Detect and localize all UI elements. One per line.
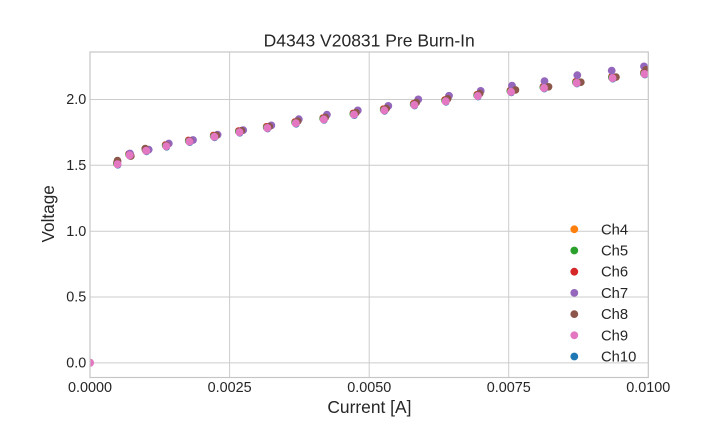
svg-text:D4343 V20831 Pre Burn-In: D4343 V20831 Pre Burn-In bbox=[264, 30, 475, 50]
svg-text:0.0025: 0.0025 bbox=[208, 380, 252, 396]
svg-text:Ch7: Ch7 bbox=[601, 286, 628, 302]
svg-text:Ch9: Ch9 bbox=[601, 328, 628, 344]
svg-text:Current [A]: Current [A] bbox=[327, 397, 411, 417]
svg-text:Ch8: Ch8 bbox=[601, 307, 628, 323]
svg-text:0.0050: 0.0050 bbox=[347, 380, 391, 396]
svg-text:Ch5: Ch5 bbox=[601, 244, 628, 260]
svg-text:0.0000: 0.0000 bbox=[68, 380, 112, 396]
svg-text:2.0: 2.0 bbox=[66, 92, 86, 108]
svg-text:Voltage: Voltage bbox=[38, 185, 58, 242]
svg-text:Ch6: Ch6 bbox=[601, 265, 628, 281]
svg-text:0.0100: 0.0100 bbox=[626, 380, 670, 396]
svg-text:1.0: 1.0 bbox=[66, 224, 86, 240]
svg-text:Ch10: Ch10 bbox=[601, 350, 636, 366]
svg-text:0.0: 0.0 bbox=[66, 356, 86, 372]
svg-text:0.5: 0.5 bbox=[66, 290, 86, 306]
svg-text:0.0075: 0.0075 bbox=[487, 380, 531, 396]
svg-text:Ch4: Ch4 bbox=[601, 222, 628, 238]
svg-text:1.5: 1.5 bbox=[66, 158, 86, 174]
